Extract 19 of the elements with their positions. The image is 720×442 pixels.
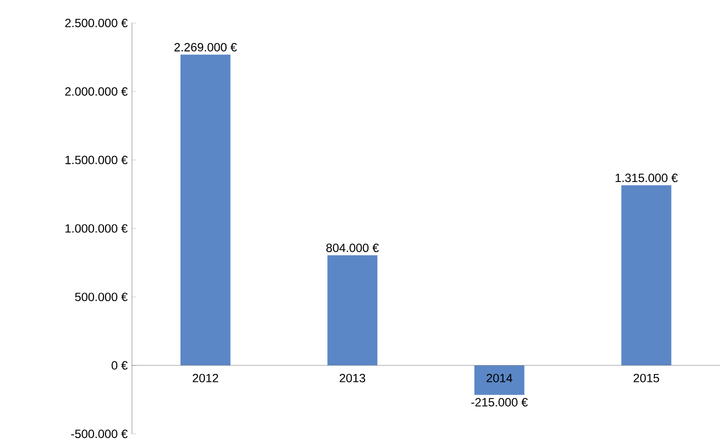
- x-tick-label: 2012: [192, 374, 218, 382]
- bar: [621, 185, 672, 366]
- data-label: 1.315.000 €: [616, 174, 678, 182]
- bar: [474, 365, 524, 395]
- x-tick-label: 2015: [634, 374, 660, 382]
- bar: [327, 255, 378, 366]
- y-tick-label: 0 €: [112, 361, 128, 370]
- y-tick-label: -500.000 €: [71, 430, 128, 438]
- bar: [180, 54, 230, 366]
- x-tick-label: 2013: [340, 374, 366, 382]
- data-label: 2.269.000 €: [174, 42, 237, 52]
- y-tick-label: 1.500.000 €: [66, 156, 128, 164]
- y-tick-label: 500.000 €: [75, 292, 128, 302]
- y-tick-label: 1.000.000 €: [66, 224, 128, 233]
- data-label: -215.000 €: [471, 398, 528, 406]
- data-label: 804.000 €: [326, 244, 379, 252]
- y-tick-label: 2.000.000 €: [65, 87, 128, 96]
- y-tick-label: 2.500.000 €: [65, 18, 128, 28]
- x-tick-label: 2014: [486, 374, 512, 382]
